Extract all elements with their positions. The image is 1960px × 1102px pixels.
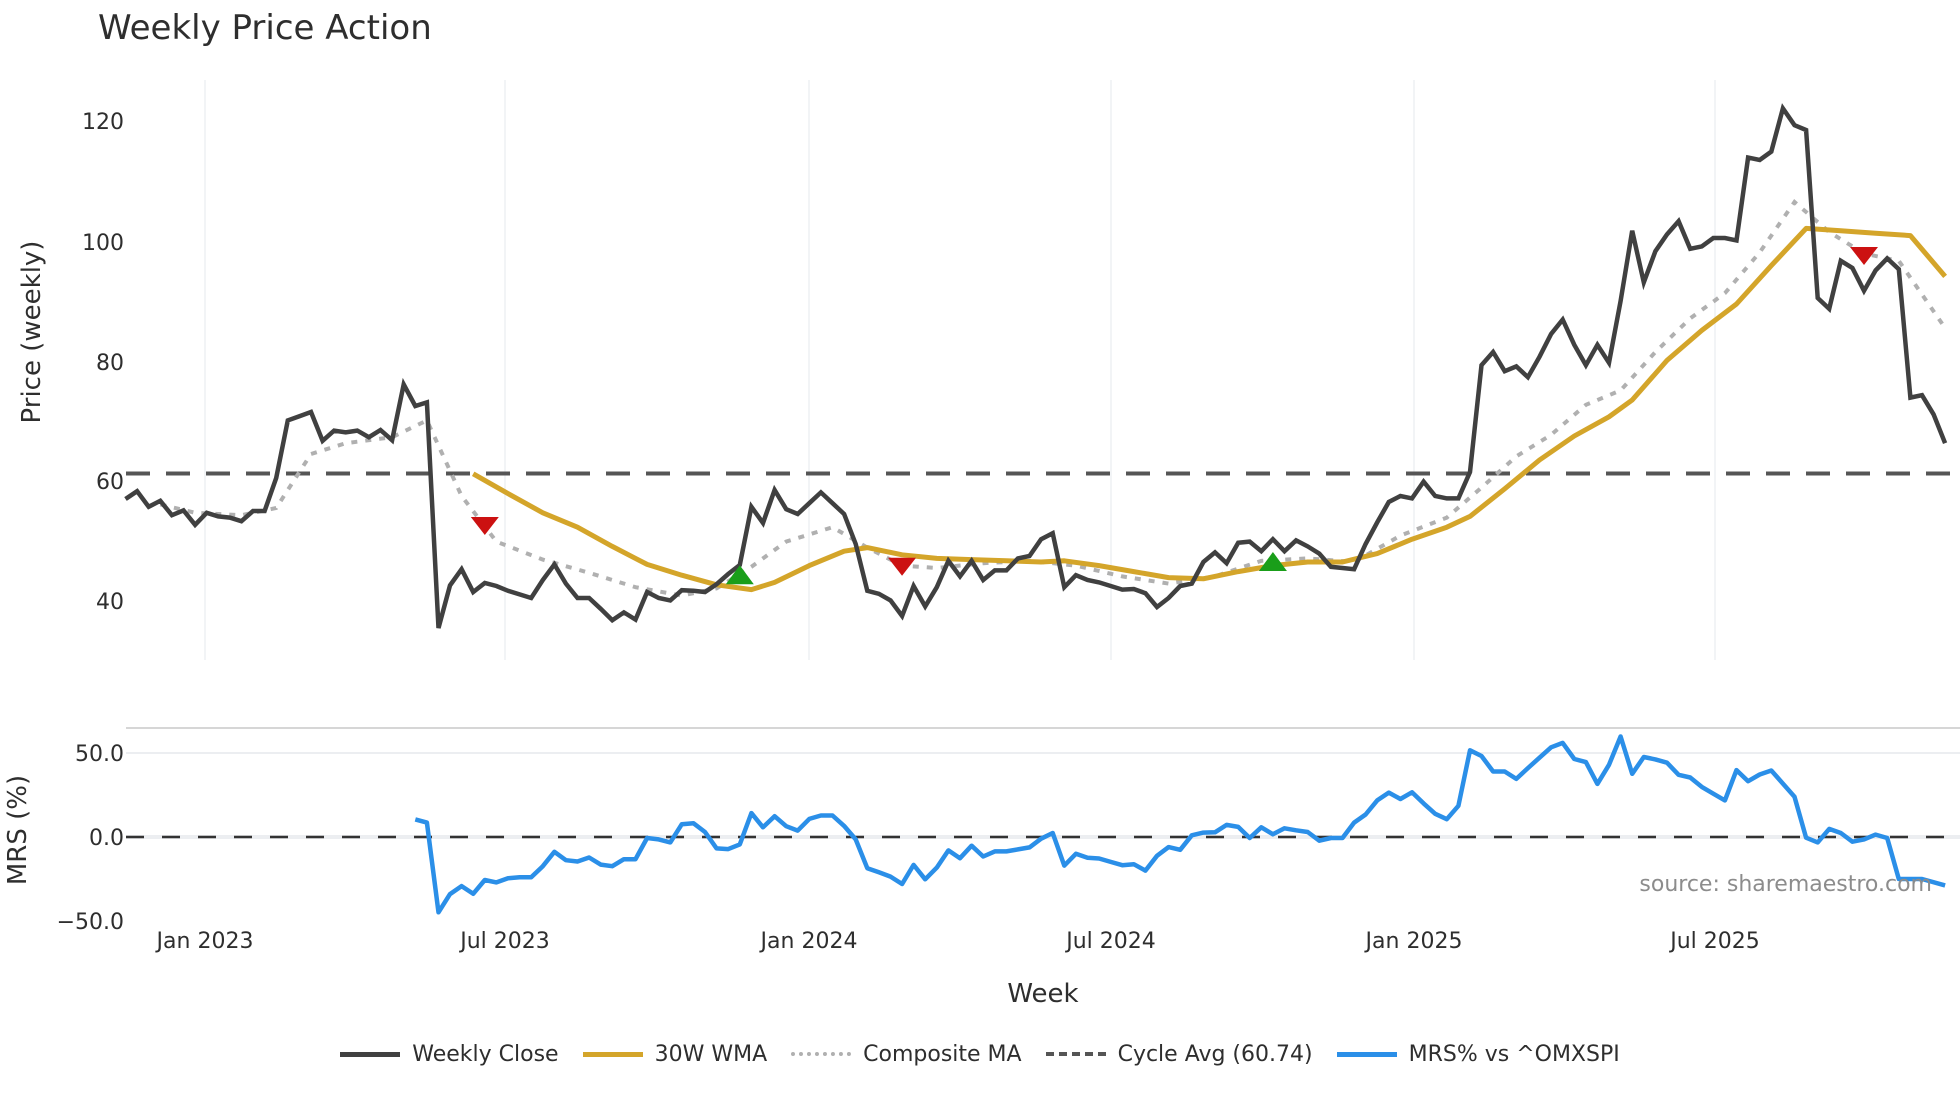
sell-signal-icon bbox=[888, 557, 917, 576]
legend-item-cycle-avg[interactable]: Cycle Avg (60.74) bbox=[1045, 1041, 1313, 1067]
legend-swatch bbox=[582, 1051, 643, 1057]
price-ytick: 100 bbox=[82, 231, 124, 256]
source-annotation: source: sharemaestro.com bbox=[1639, 872, 1932, 897]
legend-swatch bbox=[1336, 1051, 1397, 1057]
price-panel bbox=[124, 103, 1960, 629]
legend-swatch bbox=[791, 1052, 852, 1056]
legend-item-weekly-close[interactable]: Weekly Close bbox=[340, 1041, 559, 1067]
chart-title: Weekly Price Action bbox=[98, 8, 432, 48]
x-tick: Jul 2024 bbox=[1064, 929, 1156, 954]
mrs-ytick: 0.0 bbox=[89, 826, 124, 851]
legend-label: Composite MA bbox=[863, 1041, 1022, 1067]
mrs-y-axis-label: MRS (%) bbox=[3, 775, 33, 885]
x-axis-label: Week bbox=[1007, 979, 1078, 1009]
price-ytick: 40 bbox=[96, 590, 124, 615]
vertical-gridlines bbox=[204, 80, 1716, 660]
x-tick: Jul 2025 bbox=[1668, 929, 1760, 954]
wma-line bbox=[471, 225, 1948, 593]
price-y-axis-label: Price (weekly) bbox=[17, 241, 47, 424]
legend-label: Weekly Close bbox=[412, 1041, 559, 1067]
buy-signal-icon bbox=[1258, 552, 1287, 571]
buy-signal-icon bbox=[725, 565, 754, 585]
legend: Weekly Close 30W WMA Composite MA Cycle … bbox=[0, 1036, 1960, 1072]
x-tick: Jul 2023 bbox=[458, 929, 550, 954]
weekly-close-line bbox=[124, 103, 1948, 629]
legend-swatch bbox=[1045, 1052, 1106, 1056]
legend-label: Cycle Avg (60.74) bbox=[1117, 1041, 1313, 1067]
x-tick: Jan 2023 bbox=[155, 929, 254, 954]
mrs-ytick: 50.0 bbox=[75, 742, 124, 767]
legend-swatch bbox=[340, 1051, 401, 1057]
sell-signal-icon bbox=[1850, 247, 1879, 265]
price-ytick: 120 bbox=[82, 110, 124, 135]
legend-item-30w-wma[interactable]: 30W WMA bbox=[582, 1041, 768, 1067]
legend-item-composite-ma[interactable]: Composite MA bbox=[791, 1041, 1022, 1067]
mrs-ytick: −50.0 bbox=[57, 910, 124, 935]
price-ytick: 80 bbox=[96, 351, 124, 376]
legend-label: 30W WMA bbox=[654, 1041, 768, 1067]
price-ytick: 60 bbox=[96, 470, 124, 495]
mrs-line bbox=[414, 734, 1946, 915]
legend-item-mrs[interactable]: MRS% vs ^OMXSPI bbox=[1336, 1041, 1620, 1067]
sell-signal-icon bbox=[470, 517, 499, 535]
x-tick: Jan 2024 bbox=[759, 929, 858, 954]
legend-label: MRS% vs ^OMXSPI bbox=[1408, 1041, 1620, 1067]
mrs-panel bbox=[126, 727, 1960, 915]
x-tick: Jan 2025 bbox=[1364, 929, 1463, 954]
